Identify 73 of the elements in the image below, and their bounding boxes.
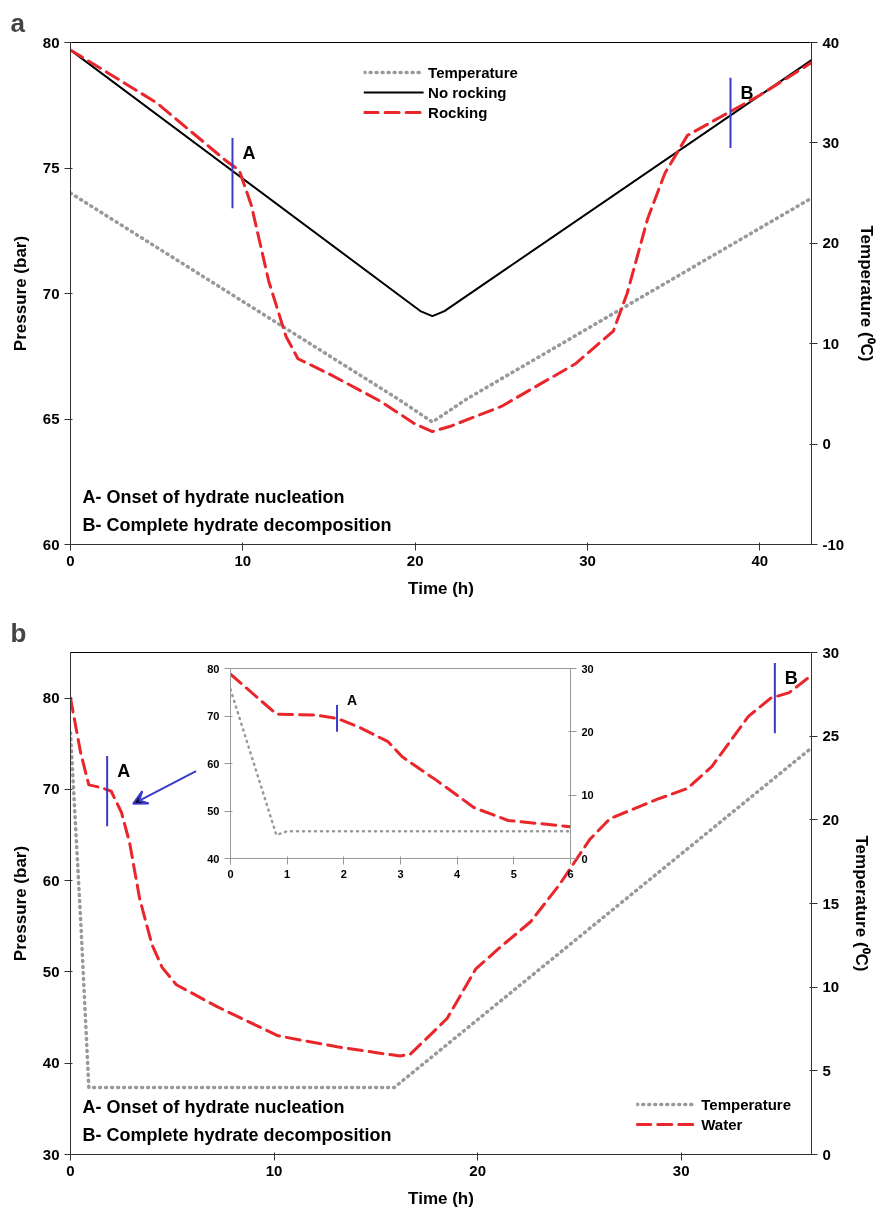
- x-tick-label: 1: [284, 867, 291, 880]
- x-tick-label: 40: [751, 551, 769, 569]
- y-tick-label: 40: [42, 1054, 60, 1072]
- y2-tick-label: 40: [822, 33, 840, 51]
- x-tick-label: 20: [469, 1161, 486, 1179]
- y2-tick-label: 5: [822, 1061, 831, 1079]
- line-series: [70, 48, 812, 434]
- y2-tick-label: 20: [581, 725, 594, 738]
- legend-label: No rocking: [428, 83, 507, 101]
- y2-axis-title: Temperature (⁰C): [852, 835, 872, 972]
- y-tick-label: 50: [207, 805, 220, 817]
- x-tick-label: 0: [66, 1161, 75, 1179]
- y-tick-label: 65: [42, 410, 60, 427]
- y2-tick-label: 20: [822, 810, 840, 828]
- y2-tick-label: 10: [822, 978, 840, 996]
- y-axis-title: Pressure (bar): [10, 235, 30, 352]
- y-tick-label: 80: [207, 662, 220, 675]
- annotation: A: [117, 761, 131, 782]
- x-tick-label: 6: [567, 867, 574, 880]
- x-tick-label: 4: [454, 867, 462, 880]
- y-tick-label: 40: [207, 852, 220, 865]
- y2-tick-label: 20: [822, 234, 840, 252]
- x-tick-label: 0: [227, 867, 234, 880]
- legend-label: Rocking: [428, 103, 488, 121]
- y2-tick-label: 0: [581, 852, 588, 865]
- y-tick-label: 60: [42, 871, 60, 889]
- annotation: A- Onset of hydrate nucleation: [82, 1096, 345, 1117]
- x-tick-label: 30: [672, 1161, 690, 1179]
- x-axis-title: Time (h): [408, 1188, 474, 1208]
- x-tick-label: 10: [265, 1161, 283, 1179]
- legend-label: Temperature: [428, 63, 518, 81]
- y-tick-label: 50: [42, 962, 60, 980]
- x-tick-label: 5: [510, 867, 517, 880]
- y2-tick-label: 25: [822, 727, 840, 745]
- y2-tick-label: 0: [822, 435, 831, 453]
- annotation: B: [740, 82, 754, 103]
- x-tick-label: 10: [234, 551, 252, 569]
- y-tick-label: 70: [42, 780, 60, 798]
- y-axis-title: Pressure (bar): [10, 845, 30, 962]
- x-tick-label: 3: [397, 867, 404, 880]
- x-axis-title: Time (h): [408, 578, 474, 598]
- y-tick-label: 30: [42, 1145, 60, 1163]
- x-tick-label: 30: [579, 551, 596, 569]
- annotation: A- Onset of hydrate nucleation: [82, 486, 345, 507]
- x-tick-label: 2: [340, 867, 347, 880]
- y2-tick-label: 0: [822, 1145, 831, 1163]
- annotation: B- Complete hydrate decomposition: [82, 1124, 392, 1145]
- legend-label: Temperature: [701, 1095, 791, 1113]
- y2-tick-label: 10: [822, 334, 840, 352]
- y2-axis-title: Temperature (⁰C): [857, 225, 877, 362]
- y-tick-label: 80: [42, 689, 60, 707]
- x-tick-label: 20: [406, 551, 424, 569]
- y2-tick-label: -10: [822, 535, 845, 553]
- y2-tick-label: 10: [581, 789, 594, 802]
- chart-title: b: [10, 617, 27, 648]
- chart-title: a: [10, 7, 26, 38]
- annotation: A: [347, 692, 358, 709]
- y2-tick-label: 30: [822, 133, 840, 151]
- annotation: A: [242, 143, 256, 164]
- y2-tick-label: 30: [822, 643, 840, 661]
- y2-tick-label: 15: [822, 894, 840, 912]
- y-tick-label: 60: [42, 535, 60, 553]
- legend-label: Water: [701, 1115, 743, 1133]
- y-tick-label: 75: [42, 159, 60, 176]
- y-tick-label: 70: [207, 710, 220, 722]
- line-series: [70, 191, 812, 424]
- y-tick-label: 70: [42, 284, 60, 302]
- x-tick-label: 0: [66, 551, 75, 569]
- y2-tick-label: 30: [581, 662, 594, 675]
- y-tick-label: 80: [42, 33, 60, 51]
- annotation: B: [784, 668, 798, 689]
- annotation: B- Complete hydrate decomposition: [82, 514, 392, 535]
- y-tick-label: 60: [207, 757, 220, 770]
